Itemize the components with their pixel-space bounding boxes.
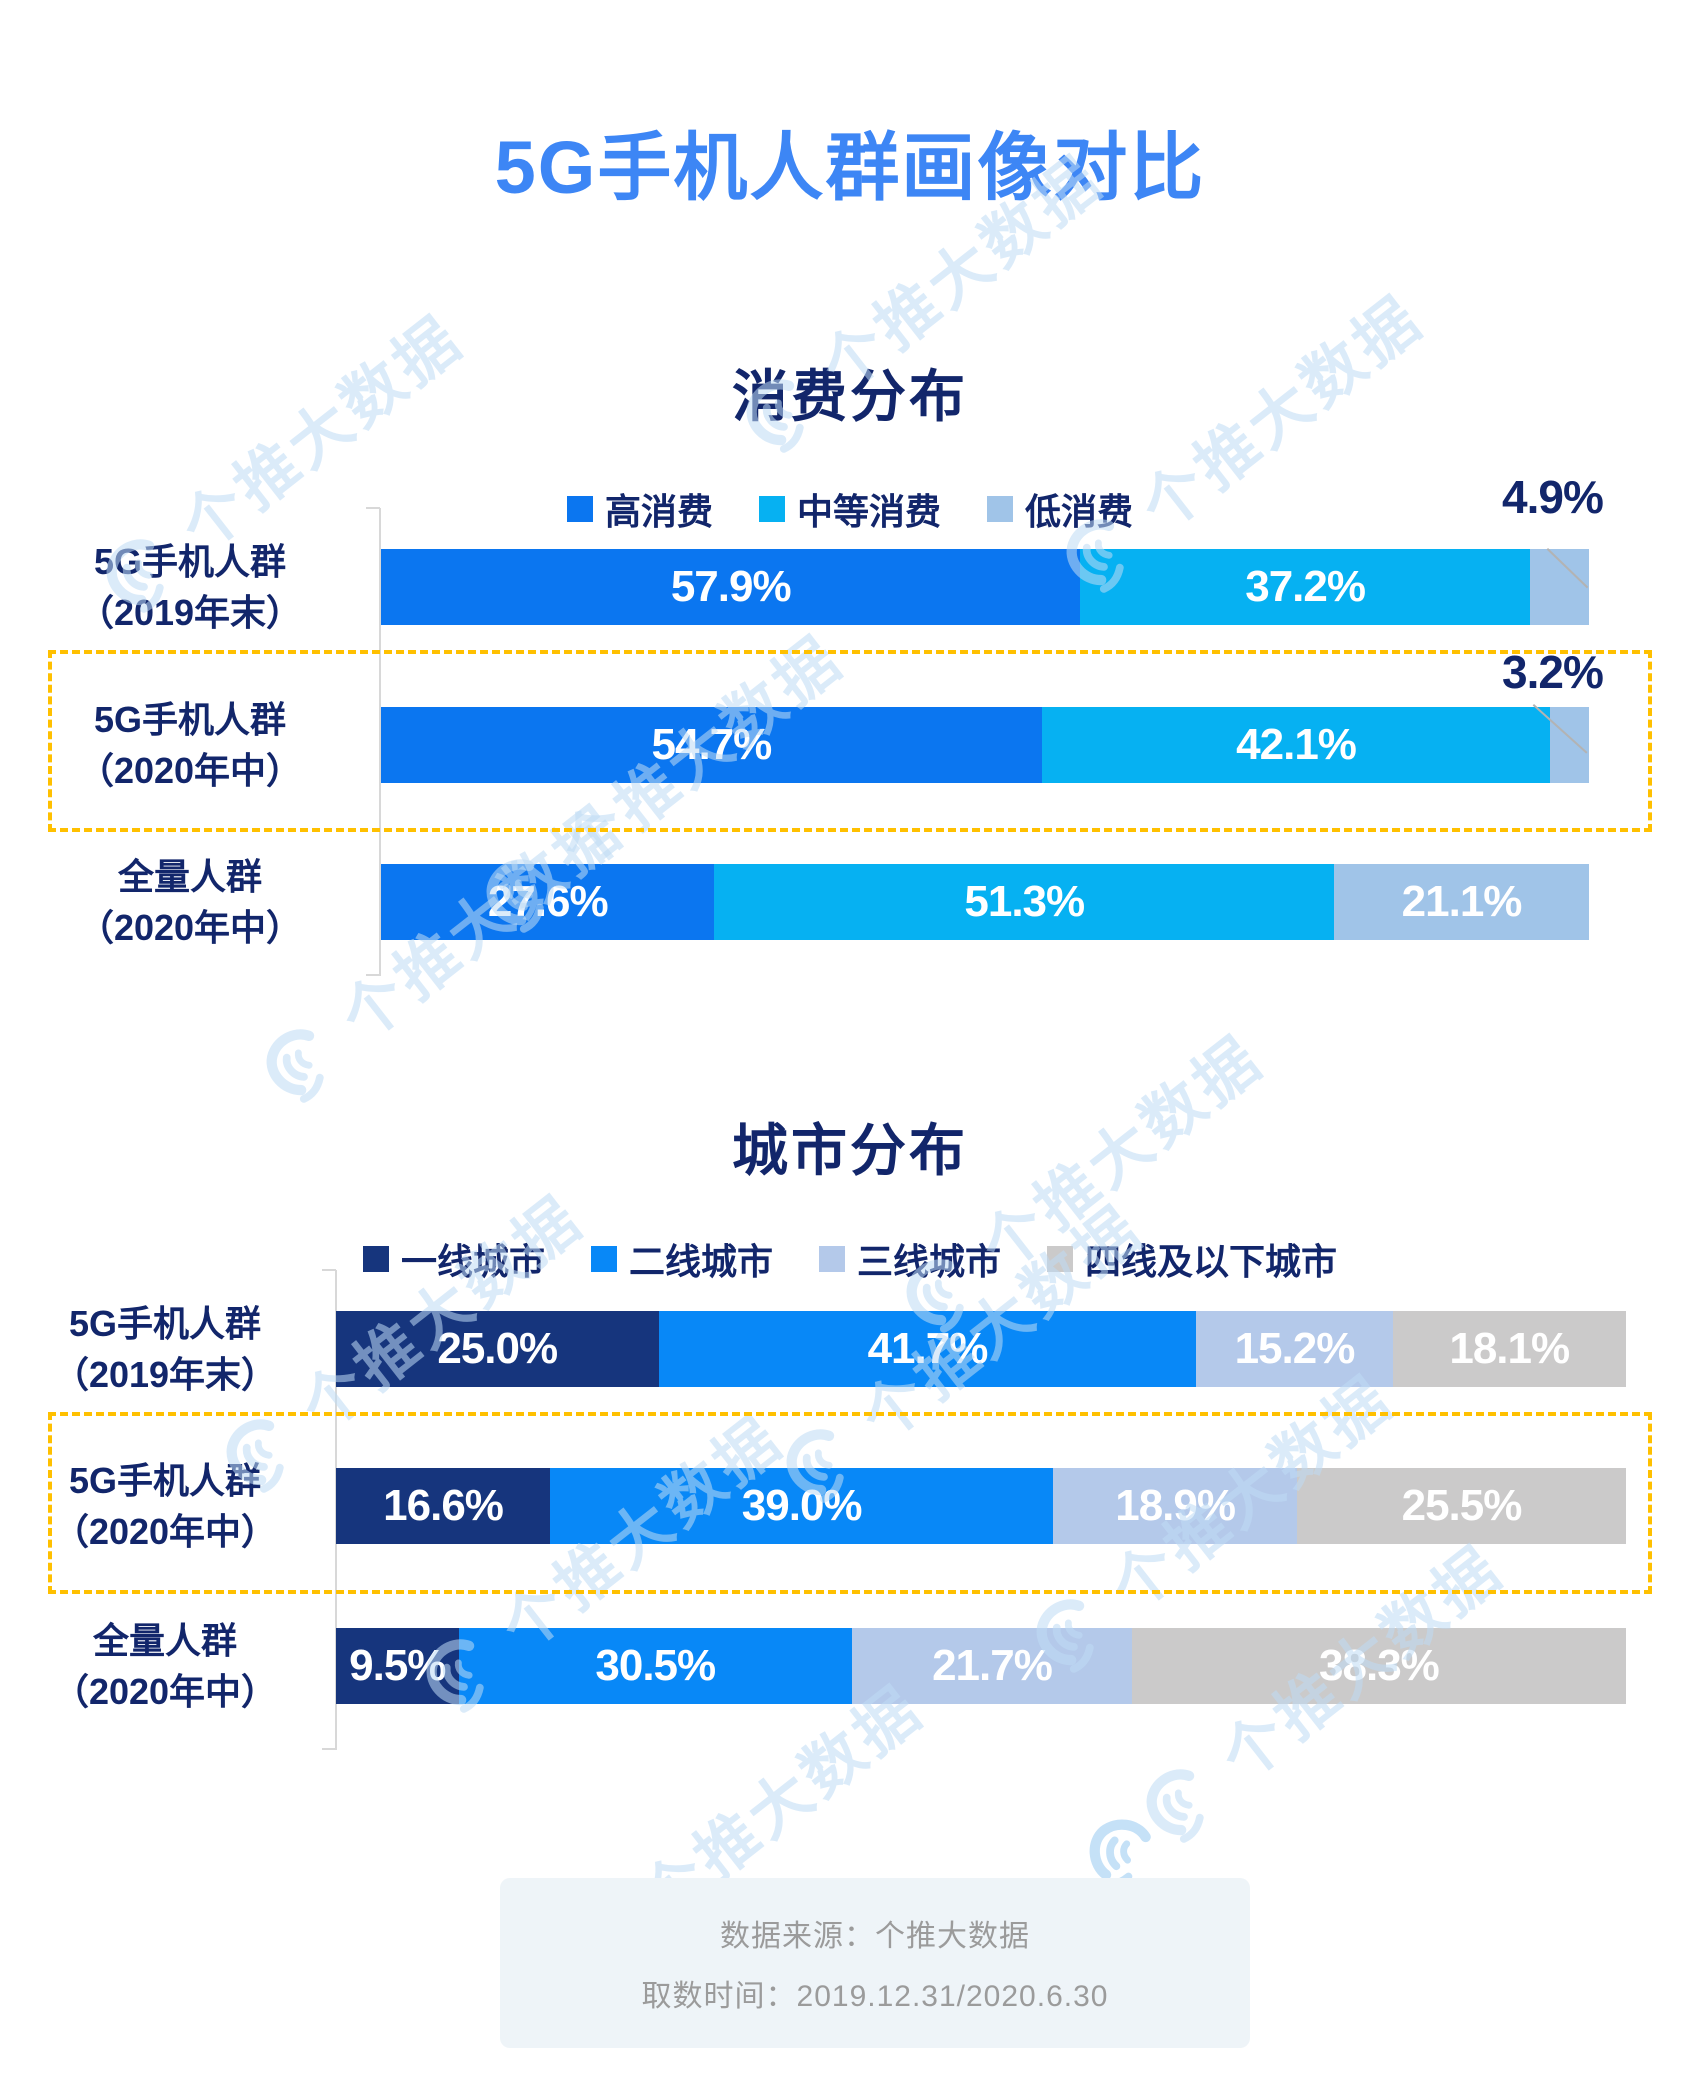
stacked-bar: 27.6% 51.3% 21.1%	[381, 864, 1589, 940]
highlight-box-city	[48, 1412, 1652, 1594]
whale-logo-icon	[266, 1029, 324, 1103]
axis-tick	[366, 507, 380, 509]
row-label: 5G手机人群 （2020年中）	[77, 698, 303, 791]
legend-item-tier3: 三线城市	[819, 1233, 1001, 1285]
legend-swatch	[987, 496, 1013, 522]
row-label: 5G手机人群 （2019年末）	[52, 1302, 278, 1395]
bar-segment-tier2: 30.5%	[458, 1628, 852, 1704]
whale-logo-icon	[1146, 1769, 1204, 1843]
bar-segment-tier4: 18.1%	[1392, 1311, 1626, 1387]
bar-segment-tier3: 15.2%	[1196, 1311, 1393, 1387]
bar-row-5g-2019: 5G手机人群 （2019年末） 57.9% 37.2%	[0, 541, 1700, 633]
bar-segment-tier1: 16.6%	[336, 1468, 551, 1544]
stacked-bar: 9.5% 30.5% 21.7% 38.3%	[336, 1628, 1626, 1704]
callout-low-2020: 3.2%	[1502, 646, 1604, 698]
legend-label: 低消费	[1025, 491, 1134, 532]
bar-segment-high: 27.6%	[381, 864, 715, 940]
row-label: 全量人群 （2020年中）	[52, 1619, 278, 1712]
bar-segment-tier4: 38.3%	[1131, 1628, 1626, 1704]
bar-segment-tier1: 25.0%	[336, 1311, 659, 1387]
legend-item-tier1: 一线城市	[362, 1233, 545, 1285]
legend-item-tier2: 二线城市	[590, 1233, 773, 1285]
axis-tick	[322, 1269, 336, 1271]
legend-item-tier4: 四线及以下城市	[1047, 1233, 1337, 1285]
axis-tick	[366, 974, 380, 976]
highlight-box-consumption	[48, 650, 1652, 832]
section-title-consumption: 消费分布	[732, 365, 968, 428]
legend-swatch	[819, 1246, 845, 1272]
bar-segment-low: 21.1%	[1334, 864, 1589, 940]
stacked-bar: 57.9% 37.2%	[381, 549, 1589, 625]
legend-item-medium: 中等消费	[758, 483, 941, 535]
legend-swatch	[1047, 1246, 1074, 1272]
legend-consumption: 高消费 中等消费 低消费	[0, 483, 1700, 535]
row-label: 5G手机人群 （2019年末）	[77, 540, 303, 633]
legend-swatch	[566, 496, 593, 522]
legend-label: 一线城市	[400, 1241, 545, 1282]
bar-row-5g-2019-city: 5G手机人群 （2019年末） 25.0% 41.7% 15.2% 18.1%	[0, 1303, 1700, 1395]
legend-city: 一线城市 二线城市 三线城市 四线及以下城市	[0, 1233, 1700, 1285]
bar-segment-tier3: 21.7%	[851, 1628, 1132, 1704]
legend-swatch	[362, 1246, 389, 1272]
data-source-footer: 数据来源：个推大数据 取数时间：2019.12.31/2020.6.30	[500, 1878, 1250, 2048]
bar-segment-high: 54.7%	[381, 707, 1042, 783]
legend-item-high: 高消费	[566, 483, 713, 535]
axis-tick	[322, 1748, 336, 1750]
y-axis-consumption	[379, 508, 381, 976]
bar-row-5g-2020: 5G手机人群 （2020年中） 54.7% 42.1%	[0, 699, 1700, 791]
legend-label: 四线及以下城市	[1085, 1241, 1338, 1282]
legend-label: 二线城市	[628, 1241, 773, 1282]
legend-item-low: 低消费	[987, 483, 1133, 535]
callout-low-2019: 4.9%	[1502, 471, 1604, 523]
bar-segment-high: 57.9%	[381, 549, 1081, 625]
bar-segment-tier3: 18.9%	[1053, 1468, 1298, 1544]
legend-swatch	[590, 1246, 617, 1272]
bar-segment-tier2: 41.7%	[658, 1311, 1197, 1387]
legend-label: 中等消费	[796, 491, 941, 532]
section-title-city: 城市分布	[732, 1119, 968, 1182]
bar-segment-medium: 42.1%	[1041, 707, 1551, 783]
bar-row-all-2020: 全量人群 （2020年中） 27.6% 51.3% 21.1%	[0, 856, 1700, 948]
bar-segment-tier4: 25.5%	[1297, 1468, 1626, 1544]
stacked-bar: 54.7% 42.1%	[381, 707, 1589, 783]
bar-row-all-2020-city: 全量人群 （2020年中） 9.5% 30.5% 21.7% 38.3%	[0, 1620, 1700, 1712]
legend-swatch	[758, 496, 785, 522]
data-time-line: 取数时间：2019.12.31/2020.6.30	[641, 1980, 1109, 2013]
bar-segment-medium: 37.2%	[1080, 549, 1530, 625]
legend-label: 高消费	[604, 491, 713, 532]
watermark-text: 个推大数据	[289, 1183, 596, 1445]
bar-segment-tier1: 9.5%	[336, 1628, 459, 1704]
row-label: 全量人群 （2020年中）	[77, 855, 303, 948]
legend-label: 三线城市	[857, 1241, 1002, 1282]
data-source-line: 数据来源：个推大数据	[720, 1920, 1030, 1953]
bar-segment-low	[1550, 707, 1589, 783]
page-title: 5G手机人群画像对比	[494, 126, 1206, 209]
bar-segment-medium: 51.3%	[714, 864, 1335, 940]
stacked-bar: 25.0% 41.7% 15.2% 18.1%	[336, 1311, 1626, 1387]
